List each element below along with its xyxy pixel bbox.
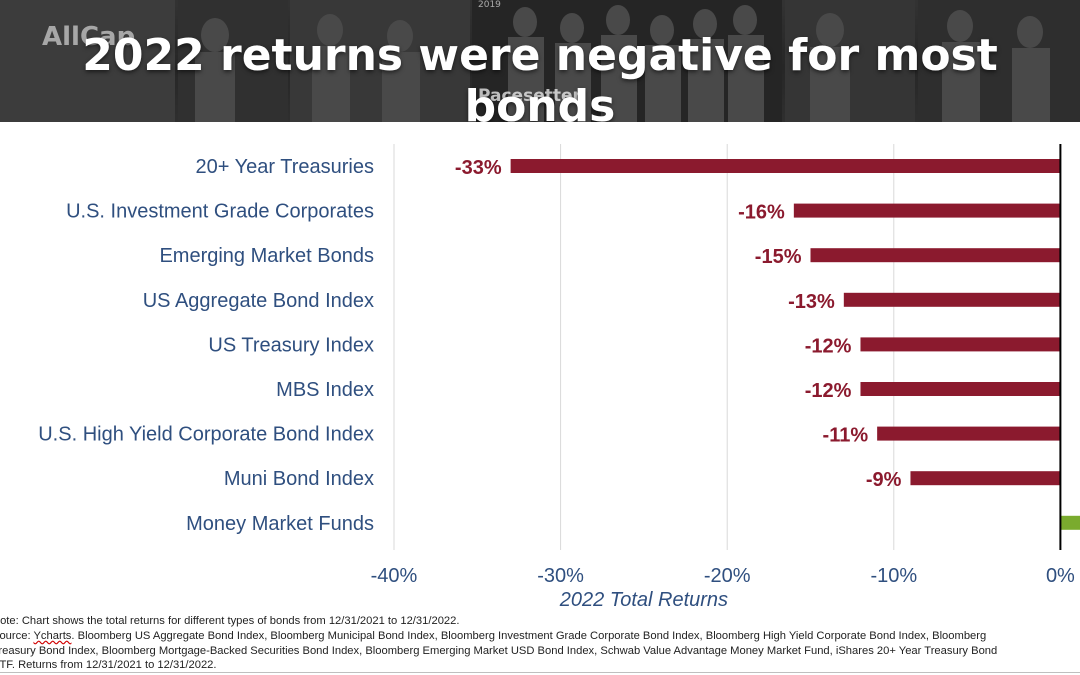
category-label-3: US Aggregate Bond Index	[143, 290, 374, 312]
category-label-4: US Treasury Index	[208, 334, 374, 356]
chart-bars	[510, 159, 1080, 530]
x-axis-ticks: -40%-30%-20%-10%0%10%	[371, 565, 1075, 587]
category-label-0: 20+ Year Treasuries	[196, 156, 374, 178]
banner-event-text: Pacesetter	[478, 86, 581, 106]
data-label-2: -15%	[755, 246, 802, 268]
bar-7	[910, 471, 1061, 486]
x-axis-title: 2022 Total Returns	[559, 589, 728, 611]
chart-footnotes: Note: Chart shows the total returns for …	[0, 614, 1080, 673]
banner-logo-text: AllCap	[42, 22, 136, 52]
data-labels: -33%-16%-15%-13%-12%-12%-11%-9%2%	[455, 157, 902, 491]
x-tick-label-0: -40%	[371, 565, 418, 587]
data-label-1: -16%	[738, 202, 785, 224]
category-label-1: U.S. Investment Grade Corporates	[66, 201, 374, 223]
footnote-source-rest: . Bloomberg US Aggregate Bond Index, Blo…	[71, 629, 987, 642]
category-label-6: U.S. High Yield Corporate Bond Index	[38, 424, 374, 446]
data-label-7: -9%	[866, 469, 902, 491]
x-tick-label-2: -20%	[704, 565, 751, 587]
data-label-4: -12%	[805, 335, 852, 357]
footnote-note: Note: Chart shows the total returns for …	[0, 615, 460, 627]
bond-returns-bar-chart: 20+ Year Treasuries U.S. Investment Grade…	[38, 144, 1080, 611]
bar-5	[860, 382, 1061, 396]
data-label-5: -12%	[805, 380, 852, 402]
bar-2	[810, 248, 1061, 263]
data-label-0: -33%	[455, 157, 502, 179]
bar-0	[510, 159, 1061, 173]
category-label-2: Emerging Market Bonds	[159, 245, 374, 267]
category-label-8: Money Market Funds	[186, 513, 374, 535]
x-tick-label-4: 0%	[1046, 565, 1075, 587]
footnote-source-prefix: Source:	[0, 629, 31, 642]
bar-6	[877, 426, 1061, 441]
bar-4	[860, 337, 1061, 352]
bar-1	[793, 203, 1061, 218]
category-label-7: Muni Bond Index	[224, 468, 374, 490]
data-label-6: -11%	[823, 425, 869, 447]
bar-8	[1060, 515, 1080, 530]
header-banner: AllCap 2019 Pacesetter 2022 returns were…	[0, 0, 1080, 122]
x-tick-label-3: -10%	[870, 565, 917, 587]
footnote-source: Source: Ycharts. Bloomberg US Aggregate …	[0, 629, 1080, 644]
category-labels: 20+ Year Treasuries U.S. Investment Grade…	[38, 156, 374, 535]
footnote-source-cont: Treasury Bond Index, Bloomberg Mortgage-…	[0, 644, 998, 657]
data-label-3: -13%	[788, 291, 835, 313]
footnote-source-end: ETF. Returns from 12/31/2021 to 12/31/20…	[0, 659, 217, 672]
x-tick-label-1: -30%	[537, 565, 584, 587]
banner-event-year: 2019	[478, 0, 501, 10]
page-title: 2022 returns were negative for most bond…	[82, 30, 998, 122]
category-label-5: MBS Index	[276, 379, 374, 401]
bar-3	[843, 292, 1061, 307]
footnote-source-ycharts: Ycharts	[33, 629, 72, 642]
bottom-divider	[0, 672, 1080, 673]
banner-photo-collage	[0, 0, 1080, 122]
